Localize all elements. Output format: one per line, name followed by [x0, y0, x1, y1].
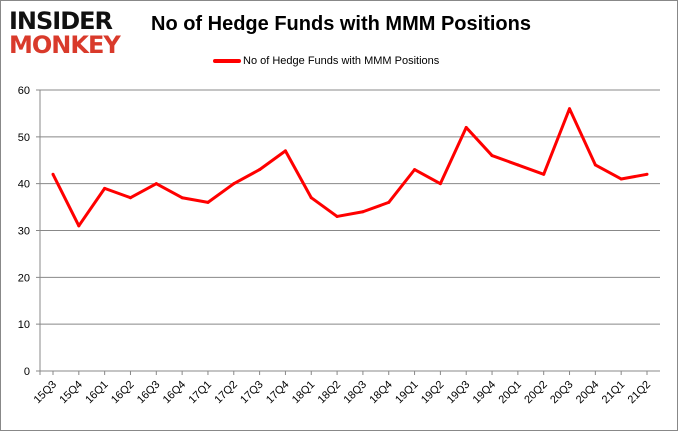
y-tick-label: 60 — [18, 85, 30, 97]
x-tick-label: 19Q1 — [393, 379, 421, 407]
data-point — [309, 196, 313, 200]
x-tick-label: 21Q2 — [626, 379, 654, 407]
data-point — [593, 163, 597, 167]
x-tick-label: 16Q4 — [161, 379, 189, 407]
x-tick-label: 18Q2 — [316, 379, 344, 407]
data-point — [232, 182, 236, 186]
x-tick-label: 20Q2 — [522, 379, 550, 407]
data-point — [387, 200, 391, 204]
x-tick-label: 18Q3 — [342, 379, 370, 407]
x-tick-label: 17Q3 — [238, 379, 266, 407]
data-point — [335, 214, 339, 218]
data-point — [568, 107, 572, 111]
x-tick-label: 18Q1 — [290, 379, 318, 407]
legend-label: No of Hedge Funds with MMM Positions — [243, 55, 440, 67]
x-tick-label: 20Q4 — [574, 379, 602, 407]
logo-line2: MONKEY — [9, 31, 121, 59]
x-tick-label: 20Q1 — [496, 379, 524, 407]
data-point — [283, 149, 287, 153]
x-tick-label: 17Q2 — [212, 379, 240, 407]
insider-monkey-logo: INSIDER MONKEY — [9, 7, 127, 59]
data-point — [77, 224, 81, 228]
legend: No of Hedge Funds with MMM Positions — [213, 55, 439, 67]
data-point — [51, 172, 55, 176]
x-tick-label: 18Q4 — [367, 379, 395, 407]
y-tick-label: 50 — [18, 132, 30, 144]
x-tick-label: 16Q3 — [135, 379, 163, 407]
x-tick-label: 16Q1 — [83, 379, 111, 407]
x-tick-label: 15Q4 — [57, 379, 85, 407]
data-point — [645, 172, 649, 176]
y-tick-label: 40 — [18, 179, 30, 191]
data-point — [542, 172, 546, 176]
x-tick-label: 19Q4 — [471, 379, 499, 407]
y-tick-label: 10 — [18, 319, 30, 331]
y-tick-label: 0 — [24, 366, 30, 378]
chart-title: No of Hedge Funds with MMM Positions — [151, 13, 531, 35]
x-tick-label: 15Q3 — [32, 379, 60, 407]
data-point — [154, 182, 158, 186]
x-tick-label: 17Q4 — [264, 379, 292, 407]
data-point — [361, 210, 365, 214]
series-line — [51, 107, 648, 228]
logo-line1: INSIDER — [9, 7, 113, 35]
x-tick-label: 21Q1 — [600, 379, 628, 407]
data-point — [438, 182, 442, 186]
data-point — [128, 196, 132, 200]
data-point — [490, 154, 494, 158]
data-point — [258, 168, 262, 172]
x-tick-label: 17Q1 — [187, 379, 215, 407]
x-tick-label: 16Q2 — [109, 379, 137, 407]
x-tick-label: 19Q2 — [419, 379, 447, 407]
data-point — [619, 177, 623, 181]
y-tick-label: 20 — [18, 272, 30, 284]
data-point — [206, 200, 210, 204]
data-point — [413, 168, 417, 172]
data-point — [103, 186, 107, 190]
x-tick-label: 19Q3 — [445, 379, 473, 407]
y-tick-label: 30 — [18, 226, 30, 238]
data-point — [180, 196, 184, 200]
legend-swatch — [213, 59, 241, 63]
x-tick-label: 20Q3 — [548, 379, 576, 407]
data-point — [464, 125, 468, 129]
data-point — [516, 163, 520, 167]
